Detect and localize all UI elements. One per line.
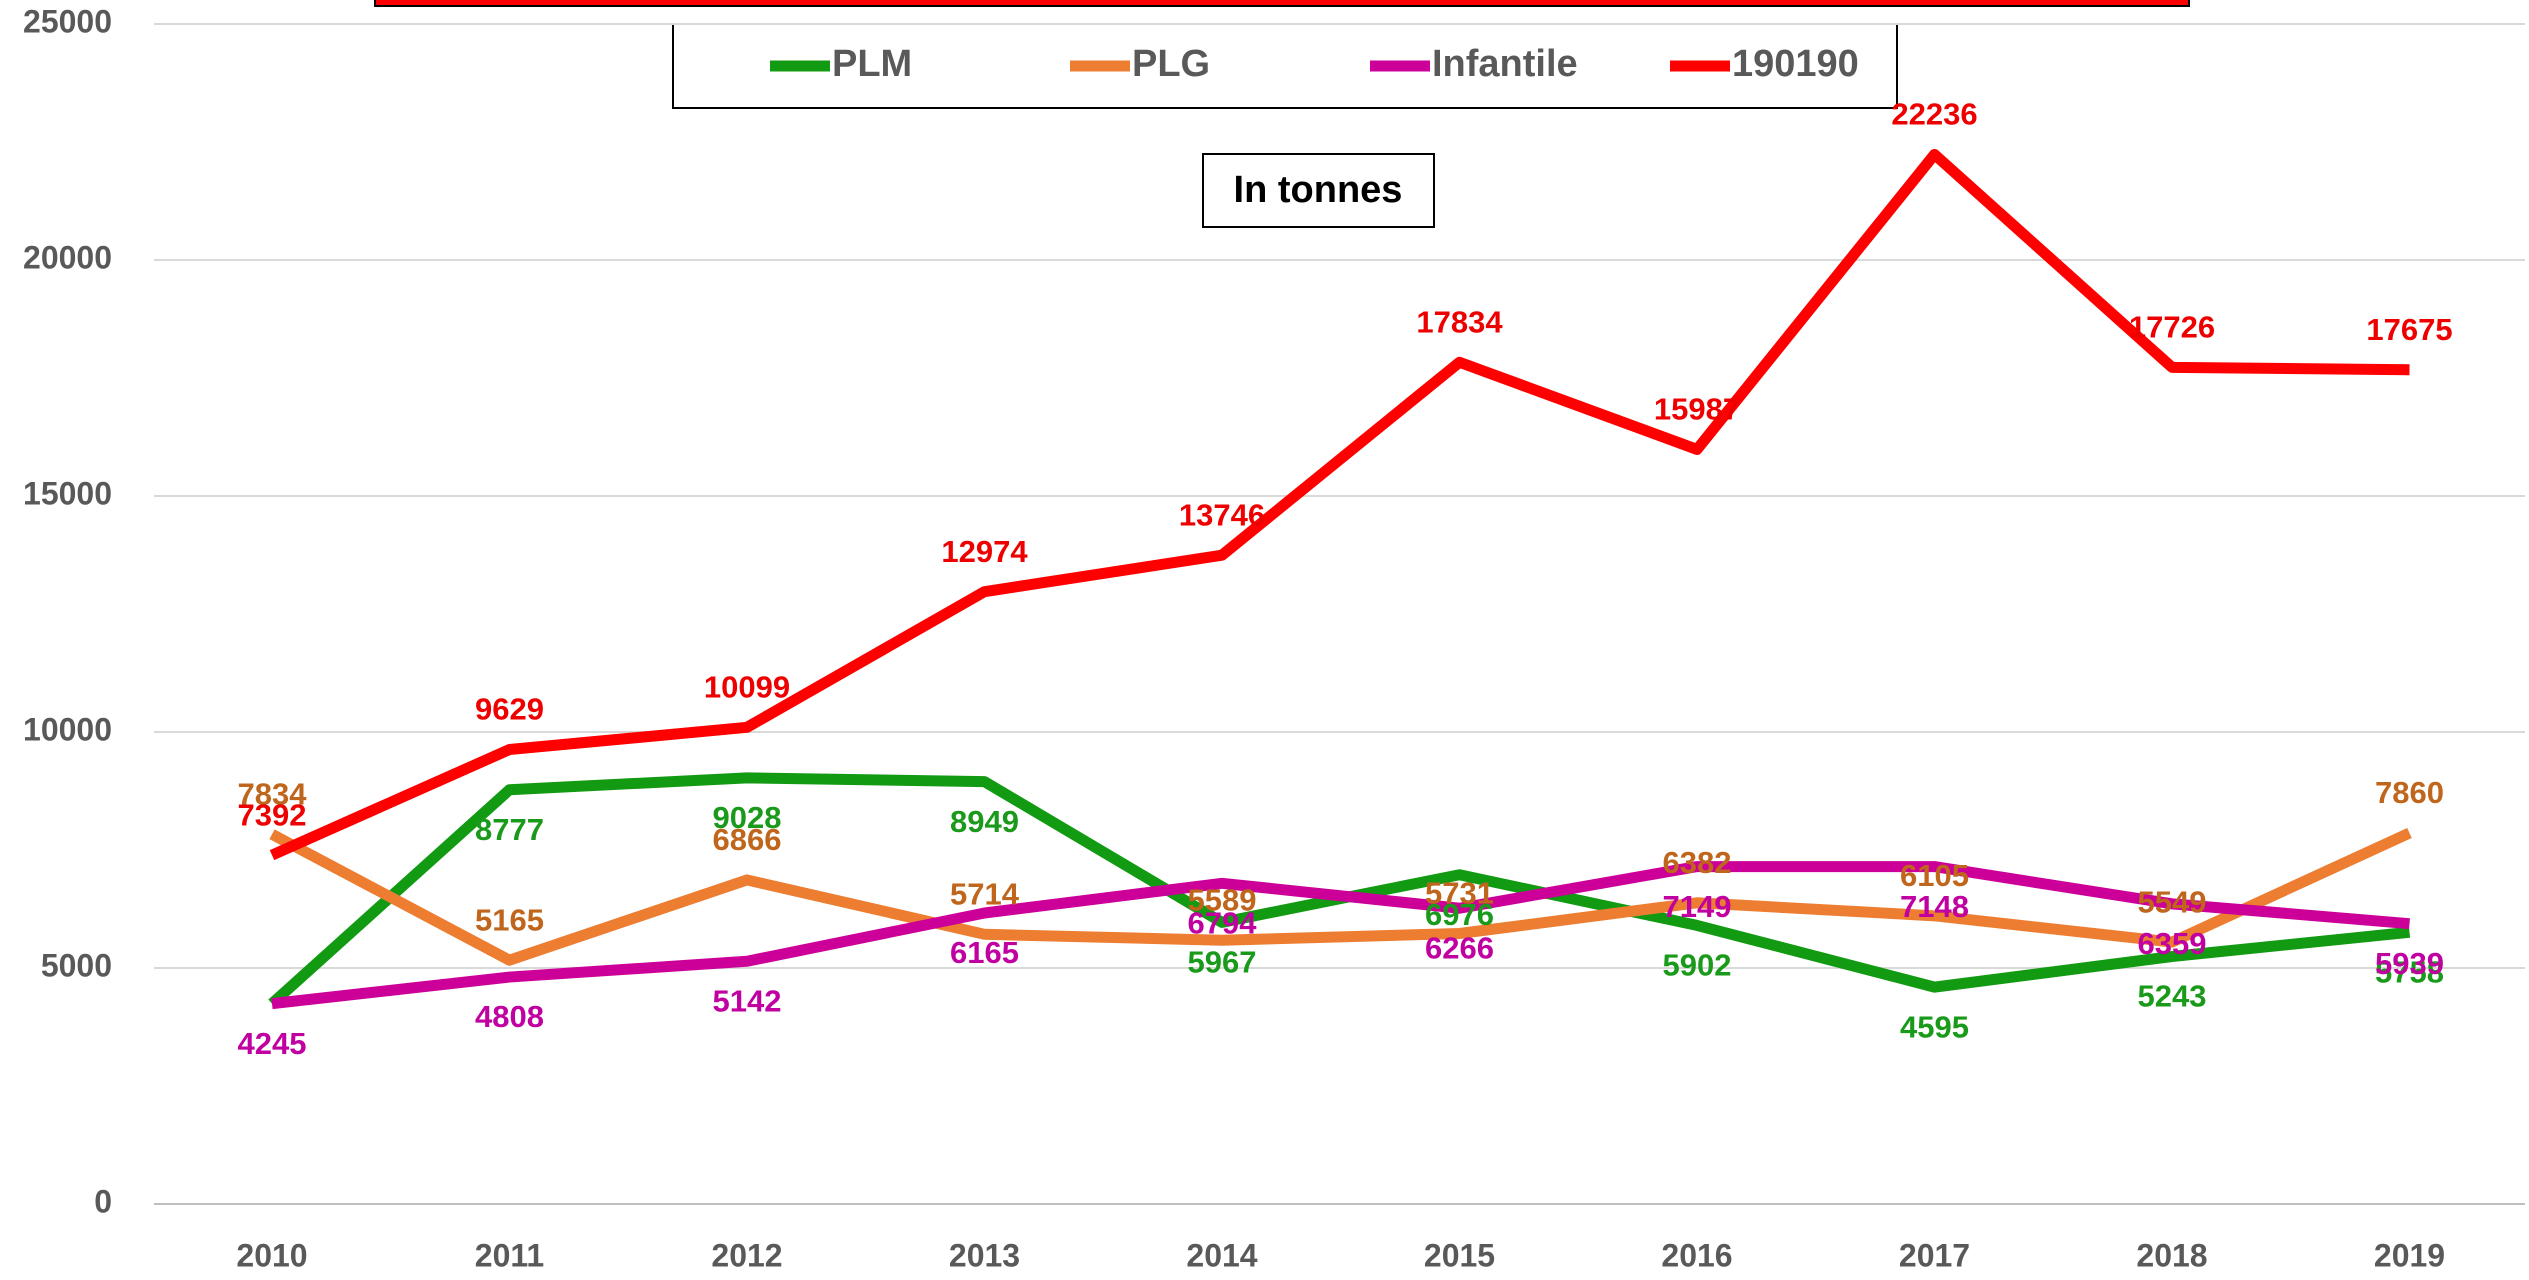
x-tick-label: 2017 xyxy=(1899,1237,1970,1273)
legend-label: 190190 xyxy=(1732,43,1859,85)
data-label: 17675 xyxy=(2366,312,2452,347)
x-tick-label: 2015 xyxy=(1424,1237,1495,1273)
grid: 0 5000 10000 15000 20000 25000 2010 2011 2012 201… xyxy=(23,3,2525,1273)
x-tick-label: 2018 xyxy=(2136,1237,2207,1273)
data-label: 5243 xyxy=(2138,979,2207,1014)
legend: PLM PLG Infantile 190190 xyxy=(770,43,1859,85)
x-tick-label: 2013 xyxy=(949,1237,1020,1273)
x-tick-label: 2019 xyxy=(2374,1237,2445,1273)
data-label: 4245 xyxy=(238,1026,307,1061)
data-label: 7148 xyxy=(1900,889,1969,924)
data-label: 6266 xyxy=(1425,930,1494,965)
data-label: 6382 xyxy=(1663,845,1732,880)
data-label: 22236 xyxy=(1891,97,1977,132)
annotation-box xyxy=(1202,153,1435,228)
data-label: 5142 xyxy=(713,983,782,1018)
y-tick-label: 5000 xyxy=(41,947,112,983)
data-label: 6866 xyxy=(713,822,782,857)
data-label: 6359 xyxy=(2138,926,2207,961)
data-label: 5731 xyxy=(1425,876,1494,911)
data-label: 15987 xyxy=(1654,392,1740,427)
data-label: 9028 xyxy=(713,800,782,835)
data-label: 6794 xyxy=(1188,906,1258,941)
data-label: 5758 xyxy=(2375,954,2444,989)
legend-label: PLM xyxy=(832,43,912,85)
series-line xyxy=(271,861,2410,1010)
data-label: 10099 xyxy=(704,670,790,705)
data-label: 4808 xyxy=(475,999,544,1034)
data-label: 7834 xyxy=(238,776,308,811)
series-line xyxy=(269,828,2412,966)
data-label: 7860 xyxy=(2375,775,2444,810)
x-tick-label: 2011 xyxy=(475,1237,544,1273)
x-tick-label: 2016 xyxy=(1661,1237,1732,1273)
series-line xyxy=(269,148,2410,861)
data-label: 7149 xyxy=(1663,889,1732,924)
data-label: 7392 xyxy=(238,797,307,832)
title-bar xyxy=(374,0,2190,7)
x-tick-label: 2012 xyxy=(711,1237,782,1273)
data-label: 8949 xyxy=(950,804,1019,839)
y-tick-label: 10000 xyxy=(23,711,112,747)
y-tick-label: 0 xyxy=(94,1183,112,1219)
data-label: 4595 xyxy=(1900,1009,1969,1044)
y-tick-label: 25000 xyxy=(23,3,112,39)
data-label: 17834 xyxy=(1416,304,1503,339)
data-label: 6976 xyxy=(1425,897,1494,932)
data-label: 6165 xyxy=(950,935,1019,970)
data-label: 5939 xyxy=(2375,946,2444,981)
data-label: 12974 xyxy=(941,534,1028,569)
x-tick-label: 2010 xyxy=(236,1237,307,1273)
labels: 8777 9028 8949 5967 6976 5902 4595 5243 5758 7834… xyxy=(238,97,2453,1061)
legend-label: PLG xyxy=(1132,43,1210,85)
x-tick-label: 2014 xyxy=(1186,1237,1257,1273)
data-label: 8777 xyxy=(475,812,544,847)
lines xyxy=(268,148,2412,1010)
data-label: 5549 xyxy=(2138,884,2207,919)
annotation: In tonnes xyxy=(1234,169,1403,211)
data-label: 5967 xyxy=(1188,945,1257,980)
data-label: 13746 xyxy=(1179,497,1265,532)
data-label: 17726 xyxy=(2129,310,2215,345)
data-label: 5714 xyxy=(950,876,1020,911)
data-label: 5902 xyxy=(1663,948,1732,983)
legend-label: Infantile xyxy=(1432,43,1578,85)
data-label: 9629 xyxy=(475,692,544,727)
y-tick-label: 15000 xyxy=(23,475,112,511)
data-label: 6105 xyxy=(1900,858,1969,893)
data-label: 5589 xyxy=(1188,882,1257,917)
data-label: 5165 xyxy=(475,902,544,937)
y-tick-label: 20000 xyxy=(23,239,112,275)
